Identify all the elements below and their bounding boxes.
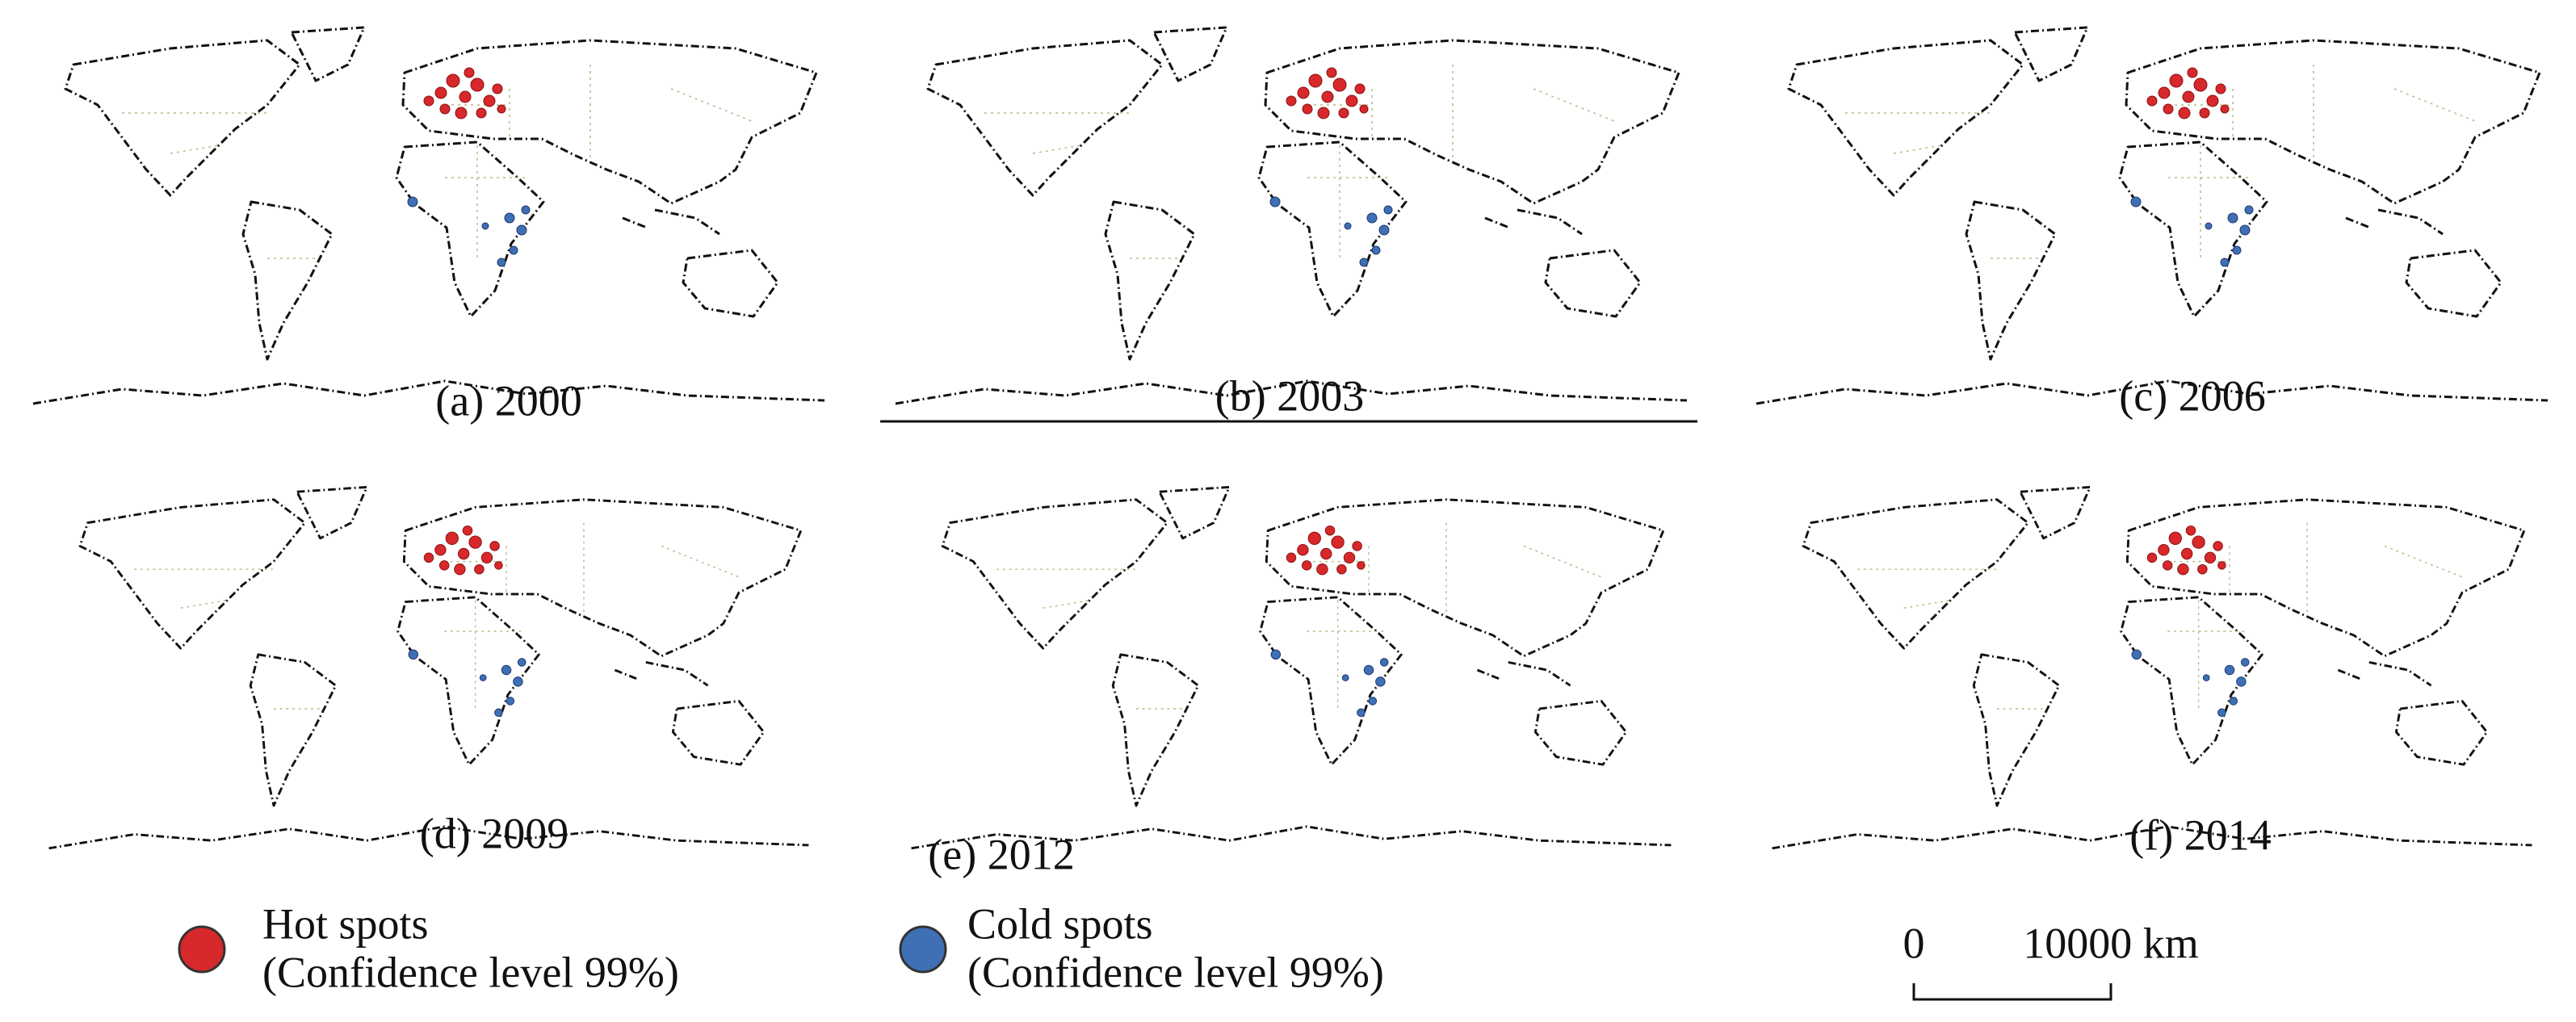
map-panels xyxy=(31,26,2549,850)
panel-label: (c) 2006 xyxy=(2119,371,2265,420)
legend: Hot spots (Confidence level 99%) Cold sp… xyxy=(178,899,1384,996)
scale-label: 10000 km xyxy=(2023,919,2199,967)
cold-spot-symbol xyxy=(899,925,947,974)
world-map xyxy=(1771,485,2533,850)
world-map xyxy=(894,26,1689,405)
legend-label: Hot spots xyxy=(262,899,429,948)
world-map xyxy=(1755,26,2549,405)
legend-label: Cold spots xyxy=(967,899,1153,948)
spot-layer xyxy=(2131,525,2250,718)
scale-label: 0 xyxy=(1903,919,1925,967)
hot-spot-symbol xyxy=(178,925,226,974)
spot-layer xyxy=(1270,525,1389,718)
legend-label: (Confidence level 99%) xyxy=(262,948,679,996)
scale-line xyxy=(1912,983,2112,1001)
panel-label: (f) 2014 xyxy=(2129,810,2271,859)
panel-label: (e) 2012 xyxy=(928,830,1074,878)
spot-layer xyxy=(407,67,531,267)
world-map xyxy=(48,485,810,850)
panel-label: (d) 2009 xyxy=(420,809,568,857)
spot-layer xyxy=(408,525,527,718)
world-map xyxy=(910,485,1672,850)
panel-label: (b) 2003 xyxy=(1215,371,1364,420)
legend-label: (Confidence level 99%) xyxy=(967,948,1384,996)
scale-bar: 0 10000 km xyxy=(1903,919,2199,1001)
world-map xyxy=(31,26,826,405)
spot-layer xyxy=(1269,67,1393,267)
spot-layer xyxy=(2130,67,2254,267)
panel-label: (a) 2000 xyxy=(435,376,581,425)
